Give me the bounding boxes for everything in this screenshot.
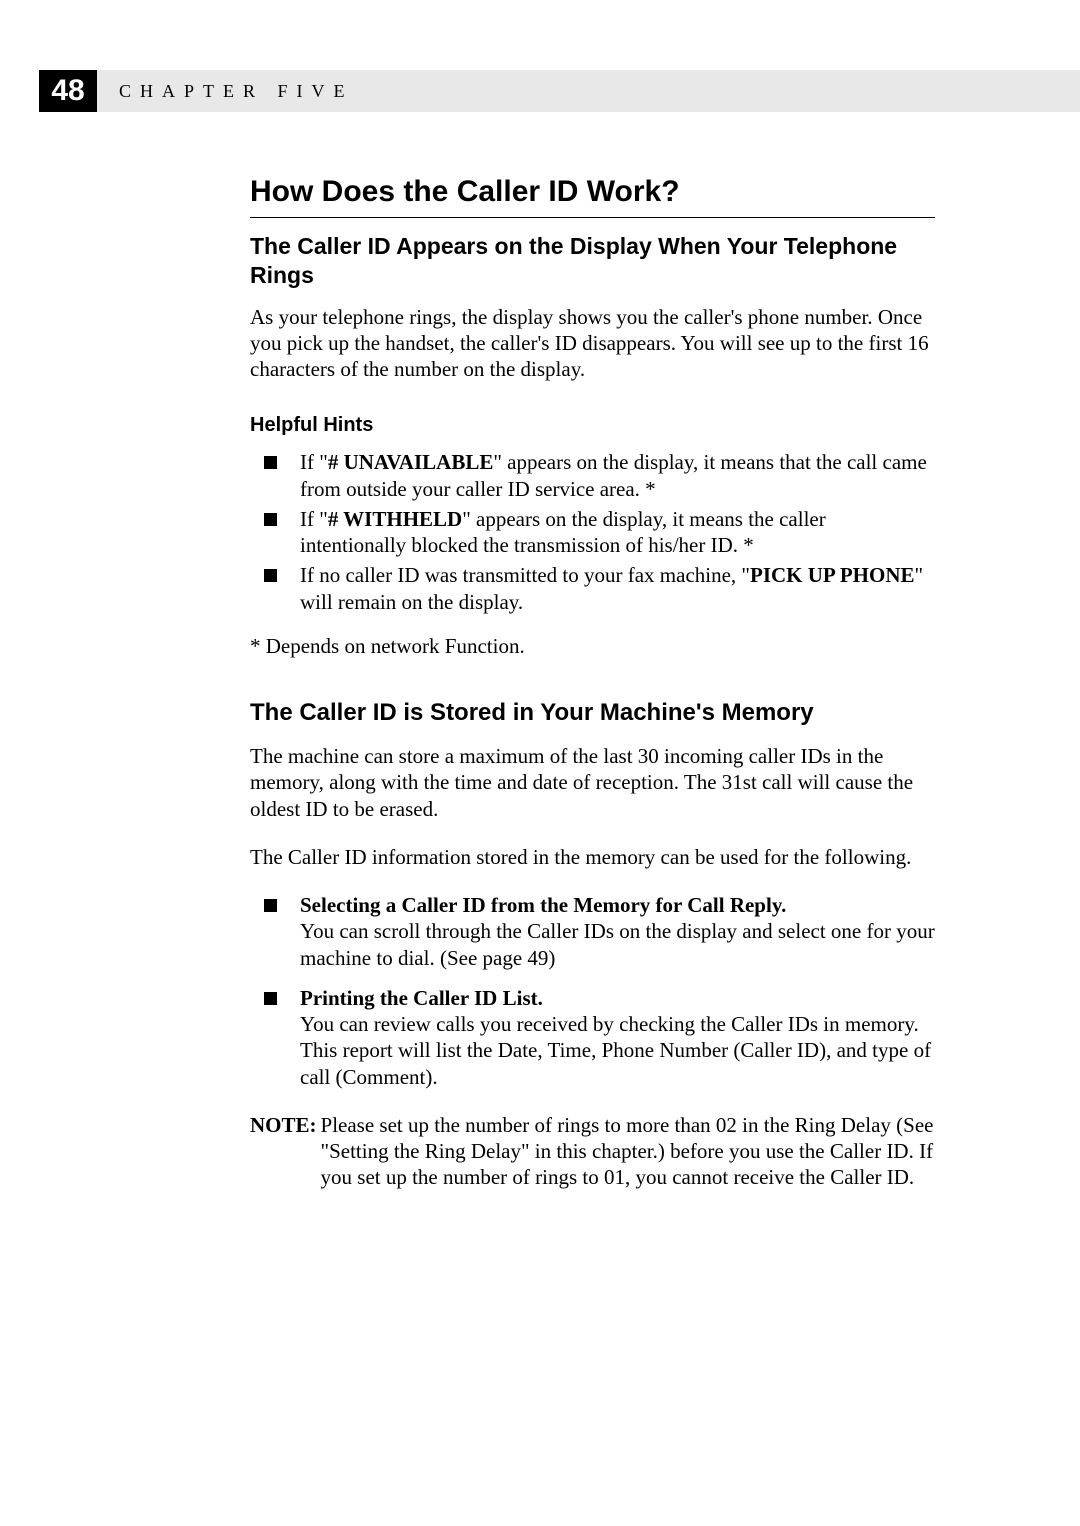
hints-title: Helpful Hints — [250, 414, 935, 437]
hints-footnote: * Depends on network Function. — [250, 633, 935, 659]
section2-item: Selecting a Caller ID from the Memory fo… — [250, 892, 935, 971]
item-text: You can scroll through the Caller IDs on… — [300, 919, 935, 969]
hint-prefix: If no caller ID was transmitted to your … — [300, 563, 750, 587]
page-number: 48 — [39, 70, 97, 112]
header-bar: 48 CHAPTER FIVE — [39, 70, 1080, 112]
section2-body2: The Caller ID information stored in the … — [250, 844, 935, 870]
section1-body: As your telephone rings, the display sho… — [250, 304, 935, 383]
section2-item: Printing the Caller ID List. You can rev… — [250, 985, 935, 1090]
hint-item: If "# UNAVAILABLE" appears on the displa… — [250, 449, 935, 502]
section1-title: The Caller ID Appears on the Display Whe… — [250, 232, 935, 290]
hint-item: If no caller ID was transmitted to your … — [250, 562, 935, 615]
hint-bold: # WITHHELD — [328, 507, 462, 531]
note-text: Please set up the number of rings to mor… — [321, 1112, 935, 1191]
section2-list: Selecting a Caller ID from the Memory fo… — [250, 892, 935, 1090]
note-block: NOTE: Please set up the number of rings … — [250, 1112, 935, 1191]
page-content: How Does the Caller ID Work? The Caller … — [250, 175, 935, 1191]
main-title: How Does the Caller ID Work? — [250, 175, 935, 218]
item-heading: Selecting a Caller ID from the Memory fo… — [300, 892, 935, 918]
item-text: You can review calls you received by che… — [300, 1012, 931, 1089]
section2-title: The Caller ID is Stored in Your Machine'… — [250, 699, 935, 727]
hint-prefix: If " — [300, 507, 328, 531]
section2-body1: The machine can store a maximum of the l… — [250, 743, 935, 822]
hint-item: If "# WITHHELD" appears on the display, … — [250, 506, 935, 559]
hint-prefix: If " — [300, 450, 328, 474]
note-label: NOTE: — [250, 1112, 317, 1191]
hint-bold: # UNAVAILABLE — [328, 450, 494, 474]
hint-bold: PICK UP PHONE — [750, 563, 915, 587]
item-heading: Printing the Caller ID List. — [300, 985, 935, 1011]
chapter-label: CHAPTER FIVE — [119, 81, 354, 102]
hints-list: If "# UNAVAILABLE" appears on the displa… — [250, 449, 935, 615]
